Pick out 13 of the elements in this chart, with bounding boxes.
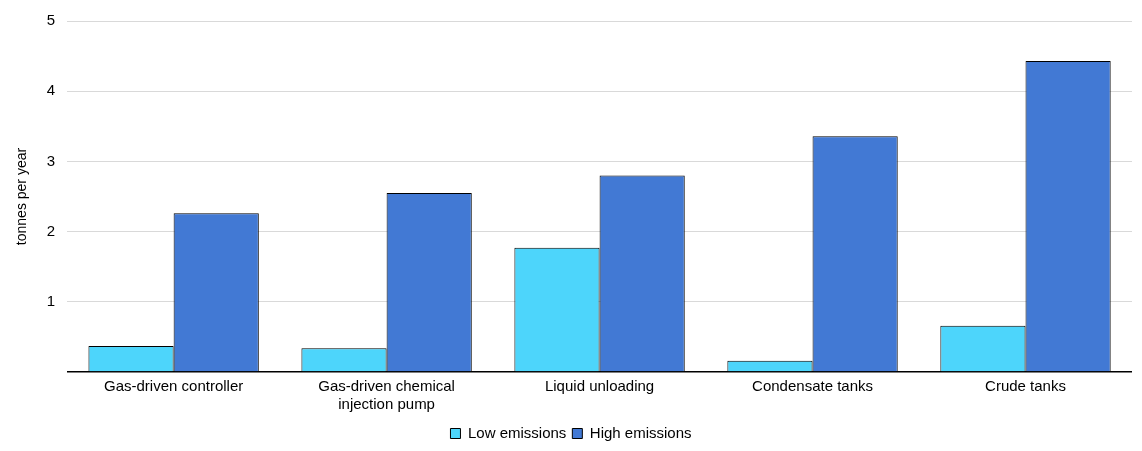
- x-tick-label: Gas-driven controller: [104, 377, 244, 395]
- y-tick-label: 2: [46, 221, 56, 239]
- y-tick-label: 4: [46, 81, 56, 99]
- x-tick-label: Gas-driven chemical injection pump: [318, 377, 455, 413]
- legend-label: High emissions: [589, 423, 692, 441]
- x-tick-label: Crude tanks: [985, 377, 1066, 395]
- y-tick-label: 1: [46, 291, 56, 309]
- y-tick-label: 3: [46, 151, 56, 169]
- y-axis-title: tonnes per year: [13, 147, 30, 246]
- legend-label: Low emissions: [467, 423, 567, 441]
- y-tick-label: 5: [46, 11, 56, 29]
- x-tick-label: Liquid unloading: [544, 377, 655, 395]
- x-tick-label: Condensate tanks: [752, 377, 873, 395]
